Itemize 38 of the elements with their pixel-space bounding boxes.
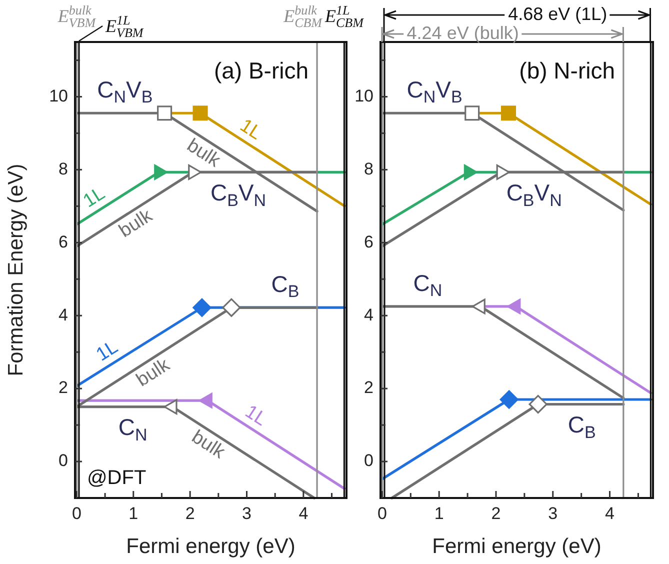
y-tick-label: 8 <box>58 159 68 178</box>
y-tick-label: 4 <box>364 305 374 324</box>
text: 1L <box>92 336 122 366</box>
y-tick-label: 10 <box>354 86 374 106</box>
y-tick-label: 2 <box>58 378 68 398</box>
text: (b) N-rich <box>519 57 616 84</box>
text: bulk <box>132 354 174 392</box>
x-axis-title: Fermi energy (eV) <box>126 535 296 558</box>
x-tick-label: 2 <box>491 504 501 524</box>
x-tick-label: 1 <box>434 504 444 524</box>
y-axis-title: Formation Energy (eV) <box>4 164 28 376</box>
y-tick-label: 4 <box>58 305 68 324</box>
y-tick-label: 6 <box>58 232 68 252</box>
y-tick-label: 2 <box>364 378 374 398</box>
text: 1L <box>236 115 266 144</box>
text: 1L <box>241 401 270 430</box>
text: 4.68 eV (1L) <box>508 4 608 24</box>
text: bulk <box>115 205 157 242</box>
text: (a) B-rich <box>214 57 308 84</box>
x-axis-title: Fermi energy (eV) <box>432 535 602 558</box>
annotation: @DFT <box>87 467 146 489</box>
x-tick-label: 2 <box>185 504 195 524</box>
text: 1L <box>80 183 109 212</box>
y-tick-label: 8 <box>364 159 374 178</box>
x-tick-label: 3 <box>548 504 558 524</box>
text: bulk <box>188 426 229 464</box>
x-tick-label: 4 <box>298 504 308 524</box>
x-tick-label: 0 <box>377 504 387 524</box>
y-tick-label: 6 <box>364 232 374 252</box>
x-tick-label: 1 <box>128 504 138 524</box>
annotation: 4.24 eV (bulk) <box>406 22 519 43</box>
y-tick-label: 0 <box>364 451 374 470</box>
x-tick-label: 3 <box>242 504 252 524</box>
y-tick-label: 10 <box>49 86 68 106</box>
x-tick-label: 0 <box>72 504 82 524</box>
text: bulk <box>183 135 224 172</box>
y-tick-label: 0 <box>58 451 68 470</box>
x-tick-label: 4 <box>605 504 614 524</box>
